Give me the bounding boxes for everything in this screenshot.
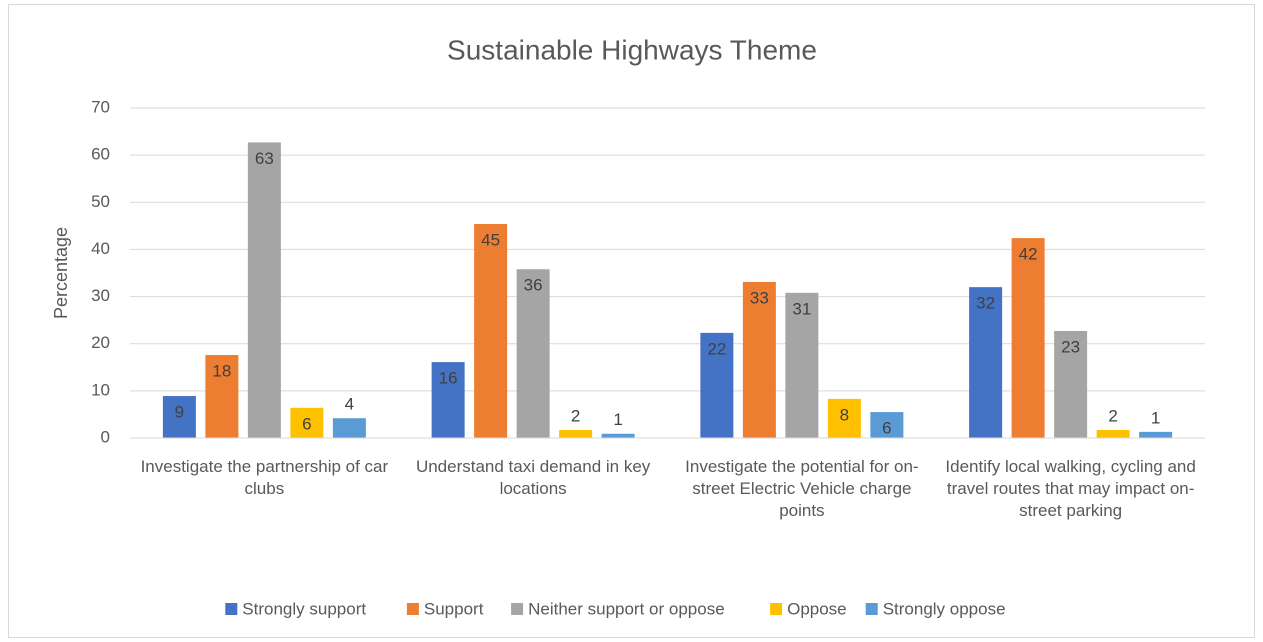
- bar: [1096, 429, 1130, 438]
- data-label: 42: [1019, 245, 1038, 264]
- data-label: 36: [524, 276, 543, 295]
- bar: [827, 398, 861, 438]
- x-tick-label: Understand taxi demand in key locations: [415, 457, 651, 498]
- bar: [1139, 431, 1173, 438]
- data-label: 22: [707, 339, 726, 358]
- data-label: 1: [613, 410, 622, 429]
- chart-title: Sustainable Highways Theme: [447, 34, 817, 65]
- bar: [1011, 238, 1045, 438]
- legend-label: Strongly oppose: [883, 599, 1006, 618]
- bar: [516, 269, 550, 438]
- x-tick-label: Investigate the partnership of car clubs: [140, 457, 389, 498]
- bar: [431, 362, 465, 438]
- bar: [601, 433, 635, 438]
- y-tick-label: 40: [91, 239, 110, 258]
- data-label: 8: [840, 405, 849, 424]
- legend-swatch: [770, 603, 783, 615]
- data-label: 23: [1061, 337, 1080, 356]
- legend-swatch: [406, 603, 419, 615]
- data-label: 16: [439, 369, 458, 388]
- bar: [474, 223, 508, 438]
- data-label: 32: [976, 294, 995, 313]
- chart-border: [8, 4, 1255, 638]
- y-tick-label: 10: [91, 380, 110, 399]
- bar: [1054, 330, 1088, 438]
- bar: [742, 281, 776, 438]
- y-tick-label: 30: [91, 286, 110, 305]
- data-label: 2: [571, 406, 580, 425]
- y-axis-label: Percentage: [51, 227, 71, 319]
- legend-swatch: [511, 603, 524, 615]
- data-label: 18: [212, 362, 231, 381]
- bar: [162, 396, 196, 438]
- x-tick-label: Investigate the potential for on-street …: [685, 457, 919, 520]
- y-tick-label: 70: [91, 97, 110, 116]
- y-tick-label: 60: [91, 145, 110, 164]
- data-label: 6: [882, 419, 891, 438]
- data-label: 33: [750, 288, 769, 307]
- data-label: 31: [792, 299, 811, 318]
- data-label: 9: [175, 403, 184, 422]
- bar: [205, 355, 239, 438]
- data-label: 1: [1151, 408, 1160, 427]
- y-tick-label: 0: [101, 427, 110, 446]
- legend-swatch: [225, 603, 238, 615]
- legend-label: Oppose: [787, 599, 847, 618]
- legend-label: Strongly support: [242, 599, 366, 618]
- legend-swatch: [865, 603, 878, 615]
- bar: [247, 142, 281, 438]
- x-tick-label: Identify local walking, cycling and trav…: [945, 457, 1196, 520]
- bar: [559, 429, 593, 438]
- data-label: 2: [1108, 406, 1117, 425]
- data-label: 4: [345, 395, 354, 414]
- data-label: 63: [255, 149, 274, 168]
- legend-label: Neither support or oppose: [528, 599, 725, 618]
- legend-label: Support: [424, 599, 484, 618]
- y-tick-label: 50: [91, 192, 110, 211]
- bar: [785, 292, 819, 438]
- bar: [969, 287, 1003, 438]
- y-tick-label: 20: [91, 333, 110, 352]
- bar: [290, 407, 324, 438]
- bar: [332, 418, 366, 438]
- bar: [700, 332, 734, 438]
- data-label: 45: [481, 230, 500, 249]
- data-label: 6: [302, 414, 311, 433]
- bar: [870, 412, 904, 438]
